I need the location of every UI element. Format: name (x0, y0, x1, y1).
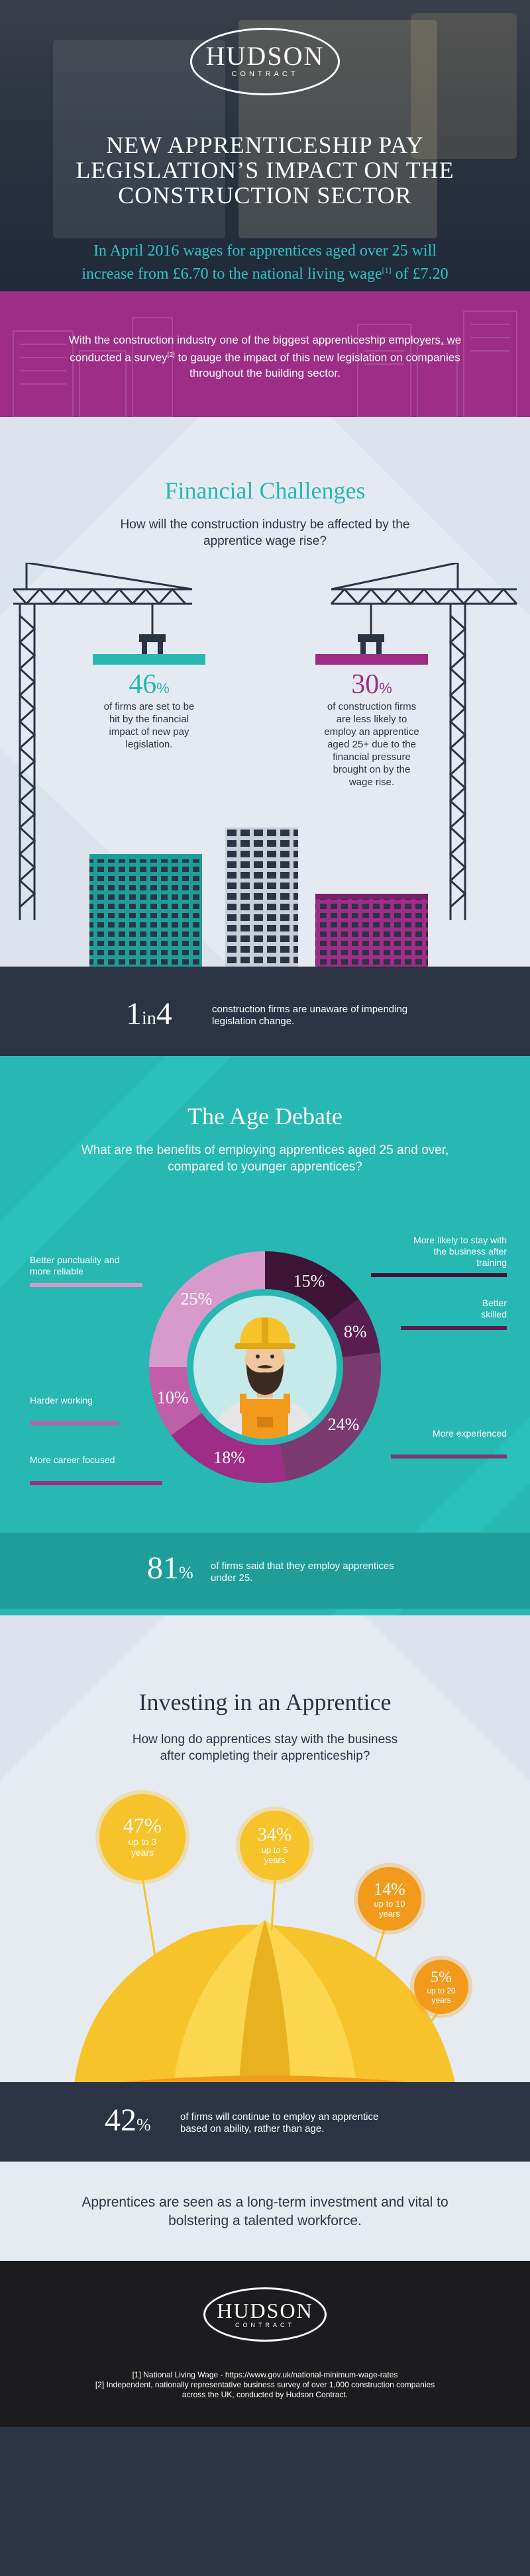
bubble-connectors (141, 1876, 442, 2040)
brand-tagline: CONTRACT (231, 70, 299, 78)
band1-text: construction firms are unaware of impend… (212, 1004, 408, 1027)
label-experienced: More experienced (432, 1428, 507, 1439)
worker-illustration (193, 1296, 337, 1439)
band2-text: of firms said that they employ apprentic… (211, 1560, 394, 1584)
stat2-value: 30% (351, 669, 392, 700)
line-harder (30, 1421, 119, 1425)
intro-section: With the construction industry one of th… (0, 291, 530, 417)
label-skilled: Better skilled (481, 1298, 507, 1319)
reference-2: [2] Independent, nationally representati… (95, 2380, 435, 2399)
footer: HUDSON CONTRACT [1] National Living Wage… (0, 2261, 530, 2427)
line-punctuality (30, 1283, 142, 1287)
donut-segment-label: 8% (344, 1322, 367, 1341)
donut-segment-label: 10% (157, 1388, 189, 1407)
bubble-20yrs: 5% up to 20 years (414, 1960, 468, 2014)
financial-question: How will the construction industry be af… (120, 518, 410, 548)
crane-right-graphic (330, 563, 518, 920)
stat2-banner (315, 654, 428, 665)
line-stay (371, 1273, 507, 1277)
band1-number: 1in4 (126, 996, 172, 1031)
donut-segment-label: 25% (181, 1289, 213, 1308)
donut-segment-label: 15% (293, 1271, 325, 1290)
stat1-banner (93, 654, 205, 665)
closing-section: Apprentices are seen as a long-term inve… (0, 2162, 530, 2261)
band-ability: 42% of firms will continue to employ an … (0, 2082, 530, 2162)
stat2-text: of construction firms are less likely to… (324, 701, 419, 788)
bubble-10yrs: 14% up to 10 years (358, 1867, 421, 1931)
label-stay: More likely to stay with the business af… (413, 1235, 507, 1268)
crane-left-graphic (12, 563, 193, 920)
intro-text: With the construction industry one of th… (68, 334, 462, 379)
city-skyline-graphic (13, 310, 517, 417)
footer-references: [1] National Living Wage - https://www.g… (93, 2370, 437, 2400)
brand-name: HUDSON (205, 41, 325, 71)
page-title: NEW APPRENTICESHIP PAY LEGISLATION’S IMP… (76, 132, 454, 209)
invest-question: How long do apprentices stay with the bu… (132, 1733, 398, 1763)
label-punctuality: Better punctuality and more reliable (30, 1255, 120, 1276)
donut-segment-label: 24% (328, 1415, 360, 1434)
bubble-5yrs: 34% up to 5 years (240, 1811, 309, 1880)
bubble-3yrs: 47% up to 3 years (99, 1794, 186, 1880)
age-title: The Age Debate (187, 1103, 343, 1129)
brand-logo: HUDSON CONTRACT (190, 28, 340, 95)
hero-bg-shape (411, 13, 517, 159)
band-unaware: 1in4 construction firms are unaware of i… (0, 973, 530, 1056)
label-career: More career focused (30, 1455, 115, 1465)
donut-segment-label: 18% (213, 1448, 245, 1467)
band3-number: 42% (105, 2103, 151, 2138)
buildings-graphic (0, 828, 530, 993)
stat1-text: of firms are set to be hit by the financ… (103, 701, 195, 750)
donut-segment (328, 1299, 380, 1358)
donut-segment (265, 1251, 359, 1321)
band3-text: of firms will continue to employ an appr… (180, 2111, 379, 2134)
invest-title: Investing in an Apprentice (138, 1689, 392, 1715)
footer-logo: HUDSON CONTRACT (203, 2287, 327, 2342)
stat2: 30% of construction firms are less likel… (322, 669, 421, 788)
financial-title: Financial Challenges (164, 477, 366, 504)
age-question: What are the benefits of employing appre… (81, 1143, 449, 1174)
closing-text: Apprentices are seen as a long-term inve… (81, 2195, 449, 2228)
donut-segment (149, 1367, 202, 1435)
band2-number: 81% (147, 1550, 193, 1586)
donut-segment (149, 1251, 265, 1367)
donut-segment (280, 1353, 381, 1481)
band-under25: 81% of firms said that they employ appre… (0, 1533, 530, 1609)
line-skilled (401, 1326, 507, 1330)
benefits-donut-chart: 15% 8% 24% 18% 10% 25% (149, 1251, 381, 1483)
stat1: 46% of firms are set to be hit by the fi… (99, 669, 199, 751)
invest-section: Investing in an Apprentice How long do a… (0, 1615, 530, 2165)
label-harder: Harder working (30, 1395, 93, 1406)
reference-1: [1] National Living Wage - https://www.g… (132, 2370, 398, 2379)
financial-section: Financial Challenges How will the constr… (0, 417, 530, 1000)
donut-segment (171, 1413, 287, 1483)
line-career (30, 1481, 162, 1485)
line-experienced (391, 1455, 507, 1458)
bg-diagonal-pattern (0, 1615, 530, 1781)
stat1-value: 46% (129, 669, 170, 700)
hero-subtitle: In April 2016 wages for apprentices aged… (81, 242, 449, 283)
age-section: The Age Debate What are the benefits of … (0, 1056, 530, 1615)
hero-section: HUDSON CONTRACT NEW APPRENTICESHIP PAY L… (0, 0, 530, 291)
